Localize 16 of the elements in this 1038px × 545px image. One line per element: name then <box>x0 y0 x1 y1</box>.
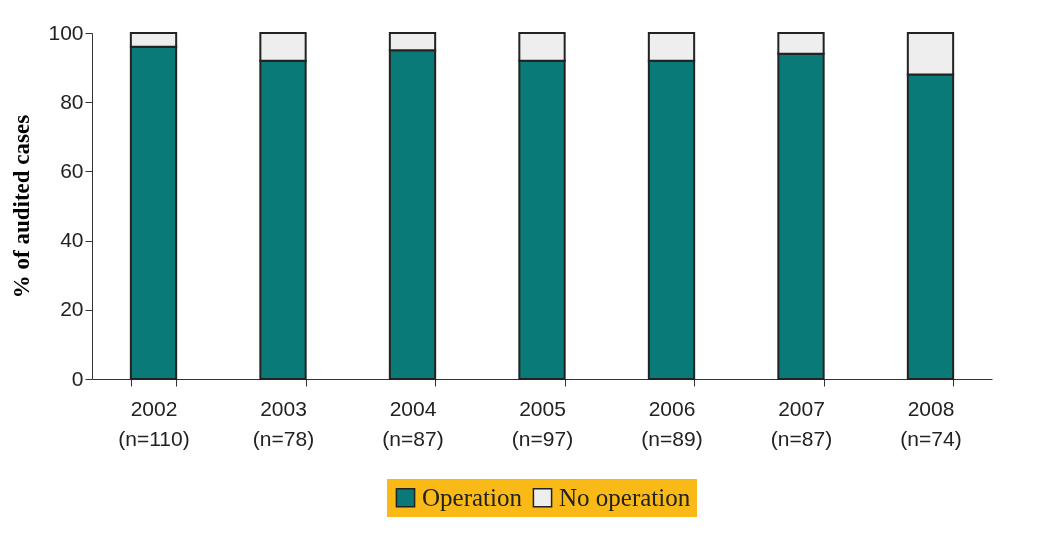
y-tick-label: 0 <box>71 366 84 390</box>
x-tick-label: 2006 (n=89) <box>641 396 703 450</box>
x-tick-label: 2007 (n=87) <box>770 396 833 450</box>
legend-label: No operation <box>559 483 691 511</box>
y-axis-title: % of audited cases <box>9 114 35 299</box>
x-tick-label: 2002 (n=110) <box>118 396 190 450</box>
x-tick-label: 2008 (n=74) <box>900 396 962 450</box>
x-tick-label: 2004 (n=87) <box>382 396 444 450</box>
y-tick-label: 20 <box>60 297 84 321</box>
x-tick-label: 2005 (n=97) <box>511 396 574 450</box>
x-tick-label: 2003 (n=78) <box>252 396 315 450</box>
legend-label: Operation <box>422 483 523 511</box>
y-tick-label: 40 <box>60 228 84 252</box>
y-tick-label: 60 <box>60 158 84 182</box>
y-tick-label: 80 <box>60 89 84 113</box>
y-tick-label: 100 <box>48 20 84 44</box>
